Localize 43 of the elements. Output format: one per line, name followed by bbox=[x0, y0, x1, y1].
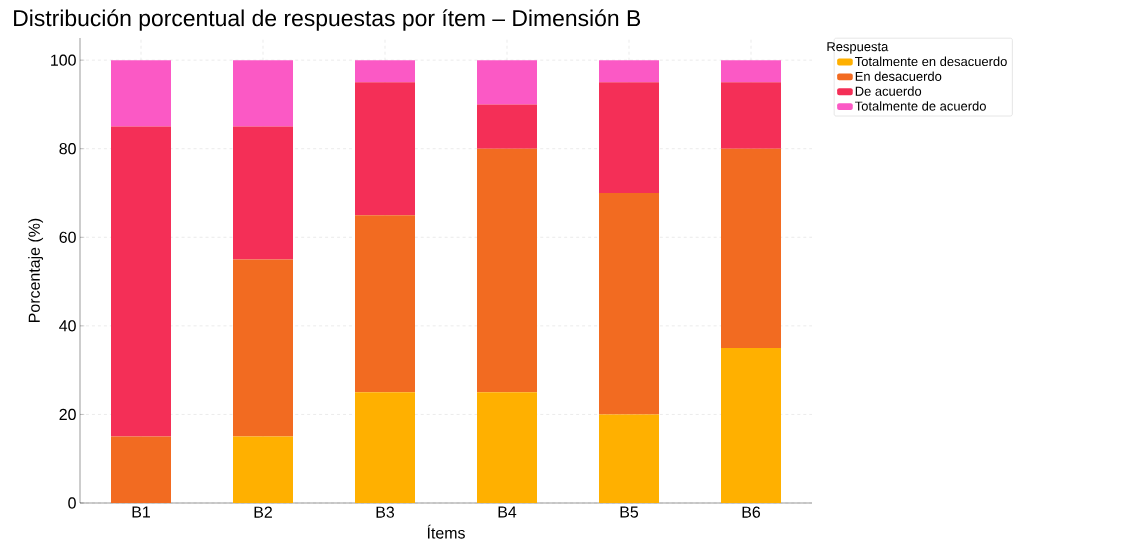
y-axis-title: Porcentaje (%) bbox=[28, 218, 44, 322]
bar bbox=[721, 60, 781, 83]
bar bbox=[599, 82, 659, 193]
x-tick-label: B1 bbox=[132, 506, 150, 518]
x-axis-title: Ítems bbox=[427, 524, 465, 539]
bar bbox=[233, 436, 293, 503]
y-tick-label: 20 bbox=[59, 408, 76, 421]
legend-label: Totalmente de acuerdo bbox=[855, 101, 986, 111]
y-tick-label: 40 bbox=[59, 320, 76, 332]
bar bbox=[599, 193, 659, 415]
bar bbox=[355, 392, 415, 503]
x-tick-label: B2 bbox=[254, 506, 272, 518]
x-tick-label: B6 bbox=[742, 506, 761, 518]
bar bbox=[355, 60, 415, 83]
legend-label: En desacuerdo bbox=[855, 71, 942, 81]
bar bbox=[477, 392, 537, 503]
bar bbox=[111, 126, 171, 437]
x-tick-label: B5 bbox=[620, 506, 639, 518]
bar bbox=[111, 436, 171, 503]
legend-label: Totalmente en desacuerdo bbox=[855, 56, 1007, 67]
chart-title: Distribución porcentual de respuestas por ítem – Dimensión B bbox=[14, 9, 641, 31]
bar bbox=[355, 82, 415, 216]
bar bbox=[721, 348, 781, 503]
bar bbox=[477, 104, 537, 149]
bar bbox=[233, 126, 293, 260]
bar bbox=[233, 259, 293, 437]
bar bbox=[111, 60, 171, 127]
legend-title: Respuesta bbox=[827, 42, 889, 54]
y-tick-label: 0 bbox=[68, 497, 76, 509]
bar bbox=[721, 148, 781, 348]
y-tick-label: 100 bbox=[51, 54, 76, 66]
x-tick-label: B3 bbox=[376, 506, 395, 518]
bar bbox=[477, 60, 537, 105]
y-tick-label: 80 bbox=[59, 143, 76, 155]
bar bbox=[233, 60, 293, 127]
bar bbox=[477, 148, 537, 393]
x-tick-label: B4 bbox=[498, 506, 517, 518]
bar bbox=[599, 414, 659, 503]
y-tick-label: 60 bbox=[59, 231, 76, 243]
legend-label: De acuerdo bbox=[855, 86, 922, 96]
bar bbox=[355, 215, 415, 393]
bar bbox=[721, 82, 781, 149]
bar bbox=[599, 60, 659, 83]
